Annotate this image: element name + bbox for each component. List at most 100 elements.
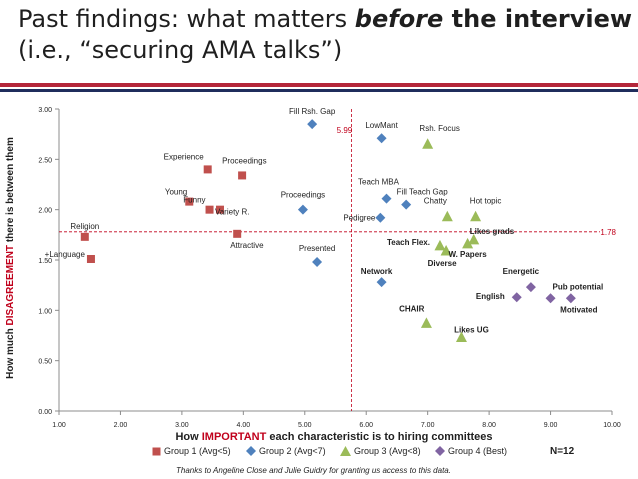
group-2-marker [401, 199, 412, 210]
legend-triangle-icon [340, 446, 351, 456]
legend-item-group-1: Group 1 (Avg<5) [152, 446, 231, 456]
reference-label-x: 5.99 [337, 126, 353, 135]
title-rule-red [0, 83, 638, 87]
x-tick-label: 10.00 [603, 422, 621, 429]
reference-label-y: 1.78 [600, 228, 616, 237]
x-tick-label: 6.00 [359, 422, 373, 429]
group-1-marker [215, 205, 224, 214]
point-label: Pedigree [343, 214, 376, 223]
x-axis-title-pre: How [175, 431, 202, 443]
point-label: Rsh. Focus [419, 124, 459, 133]
title-line-2: (i.e., “securing AMA talks”) [18, 36, 343, 64]
y-tick-label: 1.00 [38, 308, 52, 315]
y-tick-label: 2.00 [38, 208, 52, 215]
group-1-marker [80, 232, 89, 241]
point-label: Experience [164, 152, 205, 161]
point-label: Variety R. [215, 208, 250, 217]
y-axis-title-emph: DISAGREEMENT [5, 244, 16, 326]
group-3-marker [468, 233, 480, 245]
point-label: Motivated [560, 305, 597, 314]
point-label: Likes grads [470, 227, 515, 236]
legend-label: Group 1 (Avg<5) [164, 446, 231, 456]
group-3-marker [420, 317, 432, 328]
slide-title: Past findings: what matters before the i… [18, 4, 632, 66]
title-part-2: the interview [443, 5, 633, 33]
y-axis-title-pre: How much [5, 325, 16, 379]
footnote: Thanks to Angeline Close and Julie Guidr… [176, 466, 451, 475]
x-tick-label: 4.00 [237, 422, 251, 429]
point-label: Proceedings [222, 156, 266, 165]
legend-item-group-4: Group 4 (Best) [435, 446, 507, 456]
point-label: Fill Teach Gap [397, 188, 449, 197]
legend-item-group-3: Group 3 (Avg<8) [340, 446, 421, 456]
x-tick-label: 1.00 [52, 422, 66, 429]
group-3-marker [455, 331, 467, 343]
title-rule-navy [0, 89, 638, 92]
legend-diamond-icon [246, 446, 256, 456]
x-axis-title: How IMPORTANT each characteristic is to … [100, 431, 568, 443]
x-axis-title-post: each characteristic is to hiring committ… [266, 431, 493, 443]
group-2-marker [375, 212, 386, 223]
x-tick-label: 2.00 [114, 422, 128, 429]
group-3-marker [434, 239, 446, 251]
group-1-marker [205, 205, 214, 214]
legend-diamond-icon [435, 446, 445, 456]
group-3-marker [441, 210, 453, 222]
y-tick-label: 1.50 [38, 258, 52, 265]
point-label: Likes UG [454, 326, 489, 335]
point-label: Fill Rsh. Gap [289, 107, 336, 116]
point-label: English [476, 292, 505, 301]
y-tick-label: 0.00 [38, 409, 52, 416]
x-tick-label: 5.00 [298, 422, 312, 429]
point-label: W. Papers [448, 250, 487, 259]
group-3-marker [462, 237, 474, 249]
group-1-marker [203, 165, 212, 174]
y-tick-label: 3.00 [38, 107, 52, 114]
legend-label: Group 4 (Best) [448, 446, 508, 456]
x-tick-label: 8.00 [482, 422, 496, 429]
group-4-marker [545, 293, 556, 304]
x-tick-label: 7.00 [421, 422, 435, 429]
x-axis-title-emph: IMPORTANT [201, 431, 267, 443]
x-tick-label: 9.00 [544, 422, 558, 429]
legend-label: Group 2 (Avg<7) [259, 446, 326, 456]
group-1-marker [233, 229, 242, 238]
group-2-marker [381, 193, 392, 204]
legend-label: Group 3 (Avg<8) [354, 446, 421, 456]
title-emphasis: before [354, 5, 444, 33]
group-2-marker [297, 204, 308, 215]
chart-legend: Group 1 (Avg<5) Group 2 (Avg<7) Group 3 … [152, 446, 632, 460]
point-label: Energetic [503, 267, 540, 276]
point-label: Teach MBA [358, 178, 400, 187]
point-label: Pub potential [553, 282, 604, 291]
y-axis-title: How much DISAGREEMENT there is between t… [5, 128, 19, 388]
point-label: Chatty [424, 197, 447, 206]
point-label: Funny [183, 196, 205, 205]
group-4-marker [565, 293, 576, 304]
point-label: Religion [70, 222, 99, 231]
point-label: Proceedings [281, 191, 325, 200]
group-2-marker [312, 257, 323, 268]
group-1-marker [86, 254, 95, 263]
group-4-marker [525, 282, 536, 293]
point-label: Presented [299, 244, 335, 253]
point-label: Hot topic [470, 197, 502, 206]
group-1-marker [185, 197, 194, 206]
x-tick-label: 3.00 [175, 422, 189, 429]
point-label: Attractive [230, 241, 264, 250]
group-3-marker [440, 244, 452, 256]
title-line-1: Past findings: what matters before the i… [18, 4, 632, 35]
group-1-marker [238, 171, 247, 180]
y-tick-label: 2.50 [38, 157, 52, 164]
group-3-marker [470, 210, 482, 222]
point-label: Diverse [428, 259, 457, 268]
point-label: +Language [45, 250, 86, 259]
legend-square-icon [152, 447, 161, 455]
group-2-marker [376, 133, 387, 144]
group-3-marker [422, 138, 434, 149]
y-axis-title-post: there is between them [5, 137, 16, 245]
sample-size-label: N=12 [550, 446, 575, 457]
point-label: Teach Flex. [387, 238, 430, 247]
point-label: Network [361, 267, 393, 276]
